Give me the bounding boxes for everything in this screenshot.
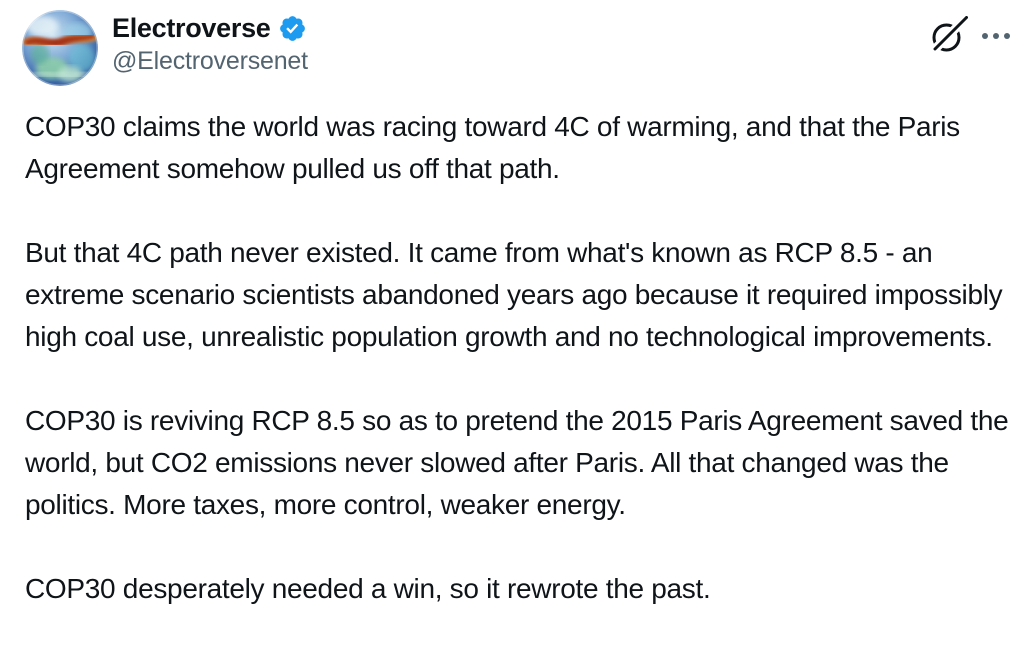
avatar[interactable] [22,10,98,86]
author-block: Electroverse @Electroversenet [112,10,308,76]
author-name-row[interactable]: Electroverse [112,13,308,44]
tweet-body-text: COP30 claims the world was racing toward… [25,111,1009,604]
tweet-header: Electroverse @Electroversenet [22,10,1012,86]
grok-slash-circle-icon [928,16,968,56]
verified-badge-icon [278,14,307,43]
three-dots-more-icon [982,33,1010,39]
author-name[interactable]: Electroverse [112,13,271,43]
grok-button[interactable] [928,16,968,56]
header-actions [928,10,1012,56]
author-handle[interactable]: @Electroversenet [112,47,308,75]
earth-globe-avatar-icon [22,10,98,86]
more-menu-button[interactable] [980,16,1012,42]
